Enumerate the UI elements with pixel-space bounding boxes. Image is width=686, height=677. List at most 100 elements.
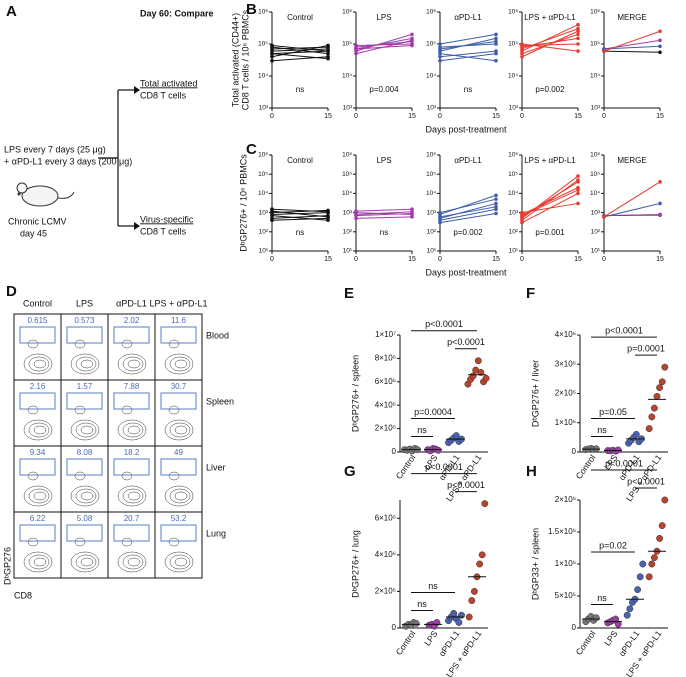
series-line	[271, 44, 329, 52]
point	[354, 51, 358, 56]
point	[410, 38, 414, 43]
point	[494, 39, 498, 44]
series-line	[439, 206, 497, 218]
branch-label: CD8 T cells	[140, 90, 187, 100]
point	[476, 560, 484, 568]
point	[438, 42, 442, 46]
contour	[121, 405, 133, 415]
point	[270, 210, 274, 215]
comparison-label: ns	[417, 425, 427, 435]
point	[632, 431, 640, 438]
contour	[169, 356, 191, 372]
series-line	[439, 202, 497, 219]
branch-label: CD8 T cells	[140, 226, 187, 236]
flow-row-label: Spleen	[206, 396, 234, 406]
flow-cell	[154, 379, 203, 447]
x-axis-label: Days post-treatment	[425, 124, 507, 134]
y-tick-label: 10⁶	[426, 152, 436, 159]
flow-cell	[13, 511, 62, 579]
comparison-label: p<0.0001	[605, 458, 643, 468]
x-tick-label: 15	[324, 256, 332, 263]
gate	[19, 458, 56, 476]
y-tick-label: 10⁶	[342, 9, 352, 16]
point	[482, 374, 490, 382]
arrowhead	[134, 222, 140, 230]
point	[326, 216, 330, 221]
point	[494, 205, 498, 209]
y-tick-label: 10⁵	[258, 171, 268, 178]
gate-percent: 18.2	[124, 448, 140, 457]
series-line	[439, 208, 497, 221]
point	[438, 58, 442, 63]
x-tick-label: 15	[574, 256, 582, 263]
x-tick-label: 0	[354, 113, 358, 120]
arrows	[98, 89, 134, 227]
comparison-label: p=0.02	[599, 540, 627, 550]
point	[270, 49, 274, 53]
y-axis-label: DᵇGP276+ / spleen	[350, 355, 360, 432]
point	[520, 42, 524, 46]
y-tick-label: 2×10⁶	[375, 424, 396, 433]
point	[270, 218, 274, 223]
y-tick-label: 3×10⁶	[555, 359, 576, 368]
y-tick-label: 10⁴	[508, 73, 518, 80]
gate-percent: 0.573	[74, 316, 95, 325]
y-tick-label: 10⁴	[426, 190, 436, 197]
gate	[19, 524, 56, 542]
flow-row-label: Liver	[206, 462, 226, 472]
point	[634, 586, 642, 594]
point	[326, 213, 330, 218]
point	[470, 587, 478, 595]
panel-letter: D	[6, 283, 17, 300]
point	[326, 43, 330, 48]
subplot-title: Control	[287, 156, 313, 165]
series-line	[603, 181, 661, 218]
contour	[74, 537, 86, 547]
y-tick-label: 10³	[259, 209, 269, 216]
point	[474, 357, 482, 365]
x-tick-label: 0	[520, 113, 524, 120]
gate	[19, 326, 56, 344]
y-tick-label: 10⁴	[590, 190, 600, 197]
y-tick-label: 10⁶	[508, 152, 518, 159]
contour	[174, 425, 188, 435]
subplot-title: αPD-L1	[454, 13, 482, 22]
gate	[113, 524, 150, 542]
point	[270, 207, 274, 212]
series-line	[603, 50, 661, 53]
point	[354, 216, 358, 221]
y-tick-label: 10¹	[427, 248, 437, 255]
point	[576, 191, 580, 196]
y-tick-label: 10⁵	[258, 41, 268, 48]
mouse-label: day 45	[20, 228, 47, 238]
flow-x-label: CD8	[14, 590, 32, 600]
x-tick-label: 0	[602, 113, 606, 120]
point	[494, 58, 498, 63]
y-tick-label: 10⁴	[508, 190, 518, 197]
point	[478, 551, 486, 559]
gate	[66, 326, 103, 344]
x-tick-label: LPS	[602, 628, 620, 647]
series-line	[603, 45, 661, 50]
point	[326, 51, 330, 56]
point	[354, 47, 358, 51]
y-axis-label: DᵇGP276+ / 10⁶ PBMCs	[238, 154, 248, 252]
y-axis-label: CD8 T cells / 10⁶ PBMCs	[240, 9, 250, 110]
subplot-title: LPS	[376, 156, 391, 165]
point	[658, 38, 662, 43]
treatment-label: + αPD-L1 every 3 days (200 μg)	[4, 156, 132, 166]
contour	[33, 491, 47, 501]
contour	[164, 551, 194, 573]
point	[576, 26, 580, 31]
contour	[23, 485, 53, 507]
y-tick-label: 10⁴	[426, 73, 436, 80]
point	[576, 188, 580, 192]
y-tick-label: 10⁵	[590, 171, 600, 178]
point	[494, 32, 498, 37]
series-line	[603, 30, 661, 52]
panel-letter: A	[6, 3, 17, 20]
series-line	[521, 179, 579, 221]
point	[468, 597, 476, 605]
contour	[33, 425, 47, 435]
